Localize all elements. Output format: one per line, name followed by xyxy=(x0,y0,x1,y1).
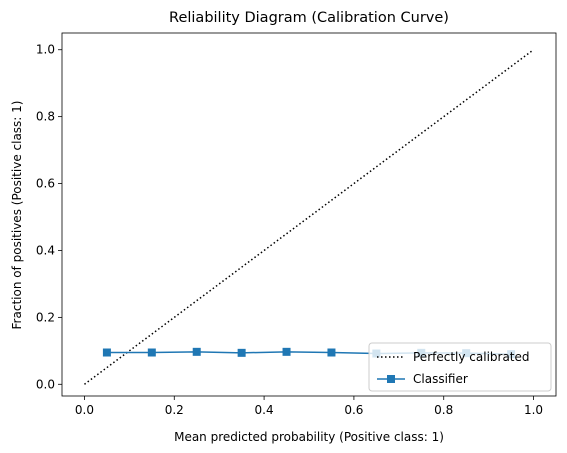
plot-frame xyxy=(61,32,557,397)
x-tick-label: 1.0 xyxy=(524,403,543,417)
legend-box xyxy=(368,342,552,392)
data-point xyxy=(282,347,291,356)
x-axis-label: Mean predicted probability (Positive cla… xyxy=(174,430,444,444)
chart-title: Reliability Diagram (Calibration Curve) xyxy=(169,10,449,26)
y-tick-label: 1.0 xyxy=(36,43,55,57)
x-tick-label: 0.4 xyxy=(255,403,274,417)
data-point xyxy=(192,347,201,356)
y-tick-label: 0.4 xyxy=(36,243,55,257)
x-tick-label: 0.8 xyxy=(434,403,453,417)
legend-marker xyxy=(387,375,395,383)
data-point xyxy=(327,348,336,357)
series-line-0 xyxy=(84,49,534,385)
x-tick-label: 0.0 xyxy=(75,403,94,417)
y-axis-label: Fraction of positives (Positive class: 1… xyxy=(10,101,24,330)
legend-label-0: Perfectly calibrated xyxy=(413,350,530,364)
legend: Perfectly calibrated Classifier xyxy=(368,342,552,392)
x-tick-label: 0.2 xyxy=(165,403,184,417)
y-tick-label: 0.8 xyxy=(36,110,55,124)
y-tick-label: 0.6 xyxy=(36,177,55,191)
data-point xyxy=(102,348,111,357)
data-point xyxy=(237,348,246,357)
x-tick-label: 0.6 xyxy=(344,403,363,417)
legend-label-1: Classifier xyxy=(413,372,468,386)
y-tick-label: 0.2 xyxy=(36,310,55,324)
data-point xyxy=(147,348,156,357)
y-tick-label: 0.0 xyxy=(36,377,55,391)
